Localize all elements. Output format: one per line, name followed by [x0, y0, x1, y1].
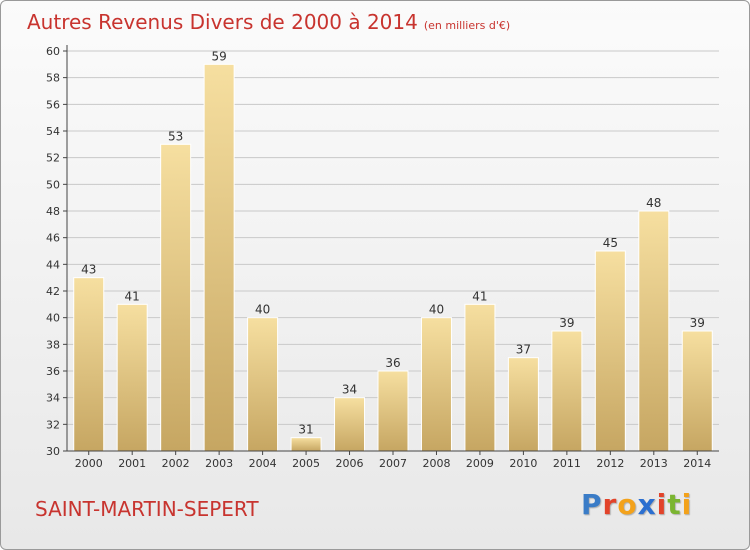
bar-2002 [160, 143, 192, 452]
x-tick-label-2014: 2014 [683, 457, 711, 470]
y-tick-label: 36 [46, 365, 60, 378]
x-tick-label-2012: 2012 [596, 457, 624, 470]
data-label-2002: 53 [168, 129, 183, 143]
logo-letter: x [637, 488, 657, 521]
data-label-2004: 40 [255, 303, 270, 317]
bar-2007 [377, 370, 409, 452]
logo-letter: i [681, 488, 693, 521]
y-tick-label: 44 [46, 258, 60, 271]
y-tick-label: 58 [46, 72, 60, 85]
x-tick-label-2005: 2005 [292, 457, 320, 470]
data-label-2006: 34 [342, 383, 357, 397]
x-tick-label-2008: 2008 [422, 457, 450, 470]
bar-2010 [507, 357, 539, 452]
x-tick-label-2006: 2006 [336, 457, 364, 470]
bar-2013 [638, 210, 670, 452]
bar-2004 [247, 317, 279, 452]
bar-2005 [290, 437, 322, 452]
proxiti-logo: Proxiti [581, 488, 692, 521]
y-tick-label: 38 [46, 338, 60, 351]
x-tick-label-2000: 2000 [75, 457, 103, 470]
data-label-2000: 43 [81, 263, 96, 277]
x-tick-label-2003: 2003 [205, 457, 233, 470]
logo-letter: P [581, 488, 603, 521]
y-tick-label: 34 [46, 392, 60, 405]
data-label-2005: 31 [298, 423, 313, 437]
data-label-2010: 37 [516, 343, 531, 357]
logo-letter: i [656, 488, 668, 521]
x-tick-label-2013: 2013 [640, 457, 668, 470]
chart-title-unit: (en milliers d'€) [423, 19, 511, 32]
y-tick-label: 54 [46, 125, 60, 138]
y-tick-label: 56 [46, 98, 60, 111]
data-label-2009: 41 [472, 289, 487, 303]
data-label-2007: 36 [385, 356, 400, 370]
bar-2014 [681, 330, 713, 452]
x-tick-label-2007: 2007 [379, 457, 407, 470]
data-label-2013: 48 [646, 196, 661, 210]
bar-2003 [203, 63, 235, 452]
bars: 43 41 53 59 40 31 34 36 40 41 37 39 45 48 39 [73, 49, 713, 452]
y-tick-label: 40 [46, 312, 60, 325]
bar-2008 [420, 317, 452, 452]
bar-2000 [73, 277, 105, 452]
commune-name: SAINT-MARTIN-SEPERT [35, 497, 259, 521]
data-label-2012: 45 [603, 236, 618, 250]
x-tick-label-2002: 2002 [162, 457, 190, 470]
y-tick-label: 42 [46, 285, 60, 298]
bar-2012 [594, 250, 626, 452]
data-label-2001: 41 [125, 289, 140, 303]
bar-2009 [464, 303, 496, 452]
x-tick-label-2009: 2009 [466, 457, 494, 470]
data-label-2014: 39 [690, 316, 705, 330]
x-tick-label-2011: 2011 [553, 457, 581, 470]
bar-2001 [116, 303, 148, 452]
data-label-2011: 39 [559, 316, 574, 330]
logo-letter: r [602, 488, 618, 521]
y-tick-label: 48 [46, 205, 60, 218]
y-tick-label: 60 [46, 45, 60, 58]
x-tick-label-2004: 2004 [249, 457, 277, 470]
bar-2011 [551, 330, 583, 452]
y-tick-label: 52 [46, 152, 60, 165]
bar-2006 [334, 397, 366, 452]
x-tick-label-2010: 2010 [509, 457, 537, 470]
x-tick-label-2001: 2001 [118, 457, 146, 470]
y-tick-label: 50 [46, 178, 60, 191]
y-tick-label: 46 [46, 232, 60, 245]
data-label-2003: 59 [211, 49, 226, 63]
y-tick-label: 30 [46, 445, 60, 458]
logo-letter: o [617, 488, 638, 521]
y-tick-label: 32 [46, 418, 60, 431]
axes: 30 32 34 36 38 40 42 44 46 48 50 52 54 56 58 60 2000 2001… [46, 45, 719, 470]
data-label-2008: 40 [429, 303, 444, 317]
chart-title: Autres Revenus Divers de 2000 à 2014 (en … [27, 10, 510, 34]
logo-letter: t [667, 488, 682, 521]
chart-title-main: Autres Revenus Divers de 2000 à 2014 [27, 10, 418, 34]
